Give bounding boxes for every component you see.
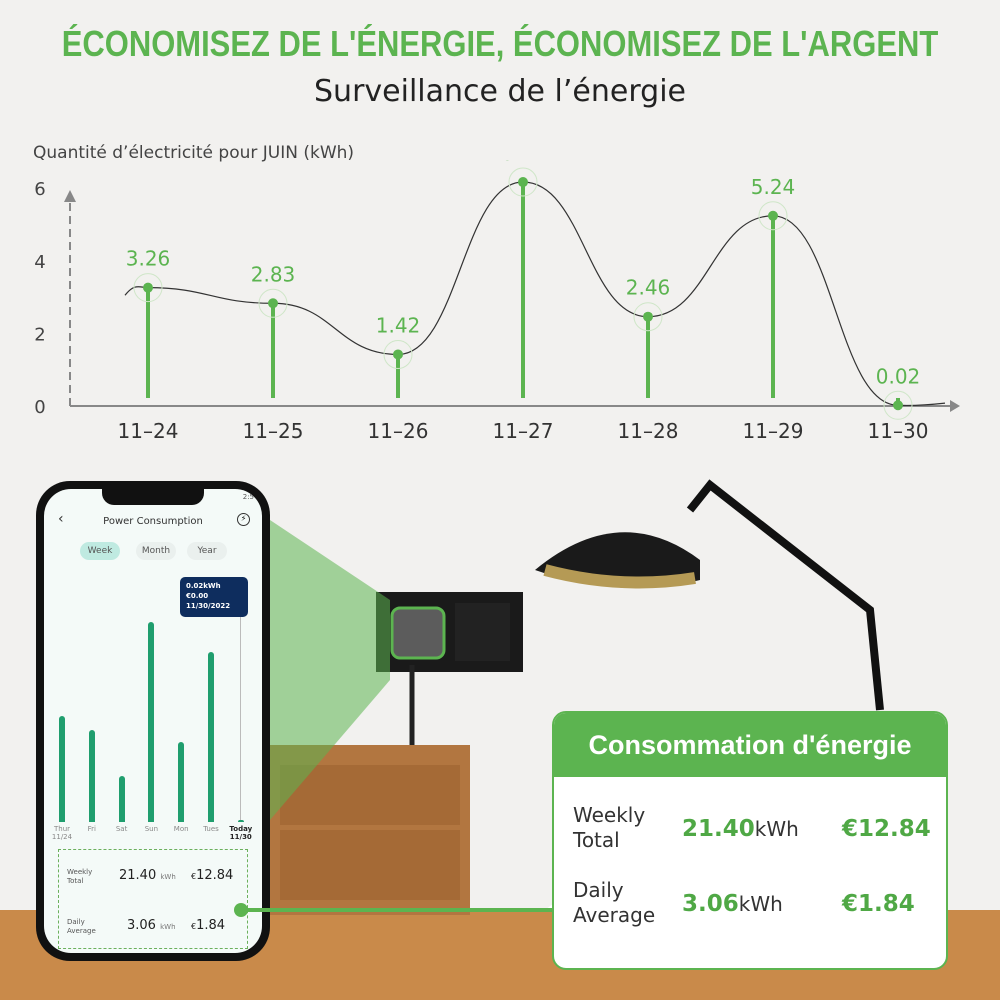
x-tick-label: 11–24 (118, 419, 179, 443)
data-label: 2.46 (626, 276, 671, 300)
point-halo (758, 201, 788, 231)
y-tick-label: 0 (34, 397, 45, 418)
tab-year[interactable]: Year (187, 542, 227, 560)
phone-bar[interactable] (59, 716, 65, 822)
unit: kWh (160, 923, 176, 931)
data-point (643, 311, 653, 322)
phone-notch (102, 489, 204, 505)
y-tick-label: 4 (34, 252, 45, 273)
x-tick-label: 11–30 (868, 419, 929, 443)
phone-bar[interactable] (118, 775, 125, 822)
tooltip-date: 11/30/2022 (186, 602, 231, 610)
data-label: 3.26 (126, 247, 171, 271)
data-label: 1.42 (376, 313, 421, 337)
tab-week[interactable]: Week (80, 542, 120, 560)
y-tick-label: 2 (34, 324, 45, 345)
data-label: 2.83 (251, 262, 296, 286)
phone-bar[interactable] (208, 652, 214, 822)
daily-cost: 1.84 (196, 918, 226, 933)
consumption-card: Consommation d'énergie Weekly Total 21.4… (552, 711, 948, 970)
card-daily-kwh: 3.06 (682, 891, 739, 917)
card-daily-label: Daily Average (573, 878, 656, 927)
card-unit: kWh (754, 817, 799, 841)
status-time: 2:5 (242, 493, 254, 501)
card-unit: kWh (738, 892, 783, 916)
y-axis-label: Quantité d’électricité pour JUIN (kWh) (33, 143, 355, 163)
point-halo (133, 273, 163, 303)
y-axis-arrow (64, 190, 76, 202)
data-point (768, 210, 778, 221)
daily-label: Daily Average (67, 918, 96, 935)
bar-chart (44, 599, 262, 822)
tab-month[interactable]: Month (136, 542, 176, 560)
currency: € (191, 872, 197, 881)
point-halo (258, 288, 288, 318)
summary-box: Weekly Total 21.40 kWh €12.84 Daily Aver… (58, 849, 248, 949)
day-labels: Thur 11/24 Fri Sat Sun Mon Tues Today 11/30 (44, 825, 262, 845)
smart-plug (390, 606, 446, 660)
phone-bar[interactable] (88, 730, 95, 822)
day-label: Sat (115, 825, 128, 833)
unit: kWh (160, 873, 176, 881)
subtitle: Surveillance de l’énergie (314, 74, 686, 109)
point-halo (508, 167, 538, 197)
data-point (143, 282, 153, 293)
tooltip-cost: €0.00 (186, 592, 209, 600)
data-label: 6.17 (501, 160, 546, 165)
card-title: Consommation d'énergie (554, 713, 946, 777)
card-weekly-kwh: 21.40 (682, 816, 755, 842)
day-label: Sun (144, 825, 159, 833)
x-axis-arrow (950, 400, 960, 412)
x-tick-label: 11–28 (618, 419, 679, 443)
lightning-icon[interactable]: ⚡ (237, 513, 250, 526)
trend-line (124, 181, 946, 407)
phone-bar[interactable] (148, 622, 155, 822)
data-point (893, 400, 903, 411)
x-tick-label: 11–27 (493, 419, 554, 443)
day-label: Thur 11/24 (51, 825, 73, 841)
day-label: Fri (87, 825, 96, 833)
weekly-label: Weekly Total (67, 868, 93, 885)
data-point (268, 298, 278, 309)
card-daily-cost: €1.84 (842, 891, 915, 917)
headline: ÉCONOMISEZ DE L'ÉNERGIE, ÉCONOMISEZ DE L… (61, 23, 939, 64)
point-halo (883, 390, 913, 420)
data-label: 0.02 (876, 364, 921, 388)
x-tick-label: 11–26 (368, 419, 429, 443)
phone-bar[interactable] (178, 742, 185, 822)
data-label: 5.24 (751, 175, 796, 199)
x-tick-label: 11–29 (743, 419, 804, 443)
phone-screen: 2:5 ‹ Power Consumption ⚡ Week Month Yea… (44, 489, 262, 953)
tooltip-energy: 0.02kWh (186, 582, 221, 590)
data-point (393, 349, 403, 360)
point-halo (633, 302, 663, 332)
day-label: Today 11/30 (229, 825, 253, 841)
day-label: Tues (203, 825, 219, 833)
back-icon[interactable]: ‹ (58, 511, 64, 527)
daily-kwh: 3.06 (127, 918, 156, 933)
data-point (518, 177, 528, 188)
phone: 2:5 ‹ Power Consumption ⚡ Week Month Yea… (36, 481, 270, 961)
screen-title: Power Consumption (103, 516, 203, 527)
day-label: Mon (173, 825, 189, 833)
weekly-cost: 12.84 (196, 868, 234, 883)
connector-dot (234, 903, 248, 917)
energy-chart: 0 2 4 6 3.26 11–24 2.83 11–25 1.42 11–26 6.17 11–27… (34, 160, 960, 443)
phone-bar[interactable] (237, 820, 244, 822)
currency: € (191, 922, 197, 931)
y-tick-label: 6 (34, 179, 45, 200)
tooltip: 0.02kWh €0.00 11/30/2022 (180, 577, 248, 617)
connector-line (245, 908, 555, 912)
card-weekly-label: Weekly Total (573, 803, 646, 852)
card-weekly-cost: €12.84 (842, 816, 931, 842)
weekly-kwh: 21.40 (119, 868, 157, 883)
x-tick-label: 11–25 (243, 419, 304, 443)
point-halo (383, 339, 413, 369)
